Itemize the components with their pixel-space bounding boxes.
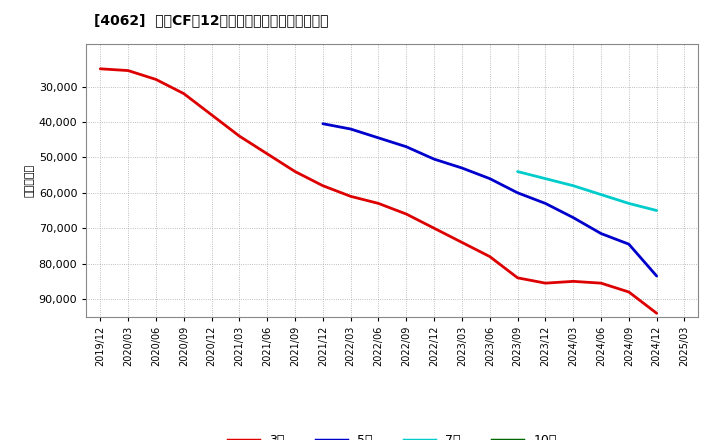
Text: [4062]  投賄CFの12か月移動合計の平均値の推移: [4062] 投賄CFの12か月移動合計の平均値の推移 bbox=[94, 13, 328, 27]
Y-axis label: （百万円）: （百万円） bbox=[24, 164, 35, 197]
Legend: 3年, 5年, 7年, 10年: 3年, 5年, 7年, 10年 bbox=[223, 429, 562, 440]
